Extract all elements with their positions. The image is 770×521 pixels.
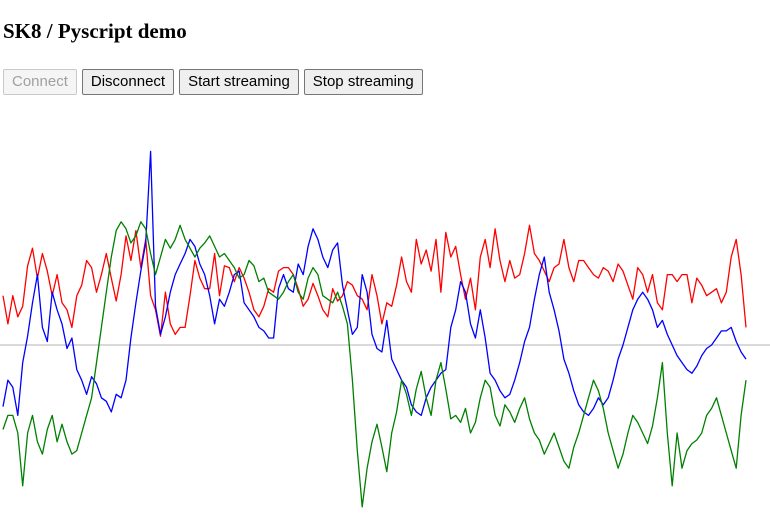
connect-button[interactable]: Connect <box>3 69 77 95</box>
series-line-1 <box>2 224 747 337</box>
start-streaming-button[interactable]: Start streaming <box>179 69 299 95</box>
page-title: SK8 / Pyscript demo <box>3 19 187 43</box>
stream-plot <box>0 150 770 508</box>
toolbar: Connect Disconnect Start streaming Stop … <box>3 69 423 95</box>
stop-streaming-button[interactable]: Stop streaming <box>303 69 423 95</box>
series-line-3 <box>2 221 747 508</box>
series-line-2 <box>2 150 747 417</box>
disconnect-button[interactable]: Disconnect <box>81 69 175 95</box>
